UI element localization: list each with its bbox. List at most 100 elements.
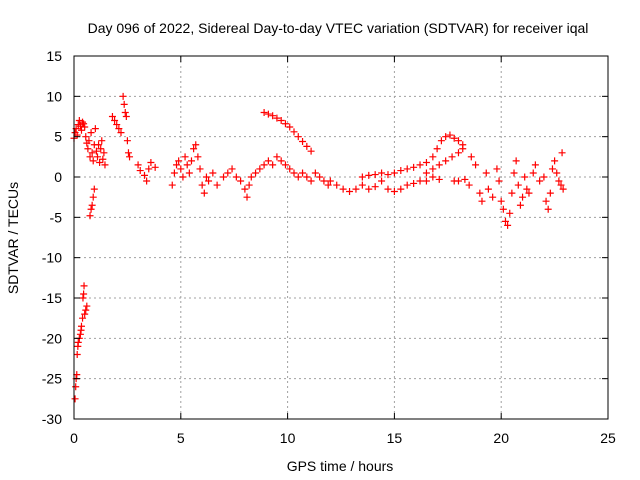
data-point <box>508 189 516 197</box>
data-point <box>119 92 127 100</box>
y-axis-label: SDTVAR / TECUs <box>5 182 21 294</box>
data-point <box>504 221 512 229</box>
data-point <box>122 113 130 120</box>
data-point <box>461 175 469 183</box>
data-point <box>83 302 91 310</box>
data-point <box>390 188 398 196</box>
data-point <box>378 177 386 185</box>
data-point <box>281 120 289 128</box>
data-point <box>82 306 90 314</box>
data-point <box>99 155 107 163</box>
y-tick-label: 15 <box>46 48 62 64</box>
data-point <box>557 181 565 189</box>
data-point <box>173 161 181 169</box>
data-point <box>73 350 81 358</box>
data-point <box>410 163 418 171</box>
data-point <box>478 197 486 205</box>
x-axis-label: GPS time / hours <box>287 458 394 474</box>
data-point <box>175 157 183 165</box>
data-point <box>437 137 445 145</box>
data-point <box>510 169 518 177</box>
data-point <box>365 171 373 179</box>
data-point <box>243 193 251 201</box>
data-point <box>529 169 537 177</box>
data-point <box>307 147 315 155</box>
data-point <box>273 114 281 122</box>
data-point <box>286 123 294 131</box>
data-point <box>551 157 559 165</box>
data-point <box>290 128 298 136</box>
data-point <box>435 175 443 183</box>
data-point <box>371 183 379 191</box>
data-point <box>465 181 473 189</box>
data-markers <box>70 92 567 403</box>
data-point <box>170 169 178 177</box>
data-point <box>124 149 132 157</box>
data-point <box>397 167 405 175</box>
data-point <box>101 161 109 169</box>
data-point <box>365 185 373 193</box>
data-point <box>108 113 116 120</box>
data-point <box>371 171 379 179</box>
data-point <box>482 169 490 177</box>
data-point <box>378 169 386 177</box>
data-point <box>81 123 89 131</box>
data-point <box>120 100 128 108</box>
data-point <box>459 145 467 153</box>
data-point <box>147 158 155 166</box>
data-point <box>74 338 82 346</box>
data-point <box>71 395 79 403</box>
data-point <box>506 209 514 217</box>
data-point <box>79 118 87 126</box>
data-point <box>358 181 366 189</box>
data-point <box>145 165 153 173</box>
data-point <box>85 137 93 145</box>
data-point <box>73 131 81 139</box>
data-point <box>134 161 142 169</box>
data-point <box>489 193 497 201</box>
data-point <box>77 322 85 330</box>
data-point <box>179 173 187 181</box>
data-point <box>558 149 566 157</box>
data-point <box>339 185 347 193</box>
data-point <box>140 171 148 179</box>
data-point <box>384 185 392 193</box>
data-point <box>113 121 121 129</box>
data-point <box>260 108 268 116</box>
data-point <box>495 177 503 185</box>
x-tick-label: 0 <box>70 430 78 446</box>
data-point <box>514 181 522 189</box>
y-tick-label: 5 <box>54 129 62 145</box>
data-point <box>209 169 217 177</box>
data-point <box>82 133 90 141</box>
data-point <box>92 147 100 155</box>
data-point <box>77 126 85 134</box>
data-point <box>277 157 285 165</box>
y-tick-label: -25 <box>42 371 62 387</box>
data-point <box>307 177 315 185</box>
x-tick-label: 15 <box>387 430 403 446</box>
data-point <box>79 314 87 322</box>
data-point <box>260 161 268 169</box>
data-point <box>311 169 319 177</box>
data-point <box>410 179 418 187</box>
data-point <box>516 201 524 209</box>
data-point <box>531 161 539 169</box>
data-point <box>264 157 272 165</box>
data-point <box>84 145 92 153</box>
data-point <box>192 141 200 149</box>
data-point <box>76 330 84 338</box>
data-point <box>476 189 484 197</box>
grid <box>74 56 608 419</box>
data-point <box>544 205 552 213</box>
data-point <box>194 153 202 161</box>
data-point <box>111 117 119 125</box>
data-point <box>237 177 245 185</box>
data-point <box>168 181 176 189</box>
data-point <box>224 169 232 177</box>
data-point <box>559 185 567 193</box>
data-point <box>91 125 99 133</box>
data-point <box>290 169 298 177</box>
data-point <box>89 193 97 201</box>
data-point <box>281 161 289 169</box>
